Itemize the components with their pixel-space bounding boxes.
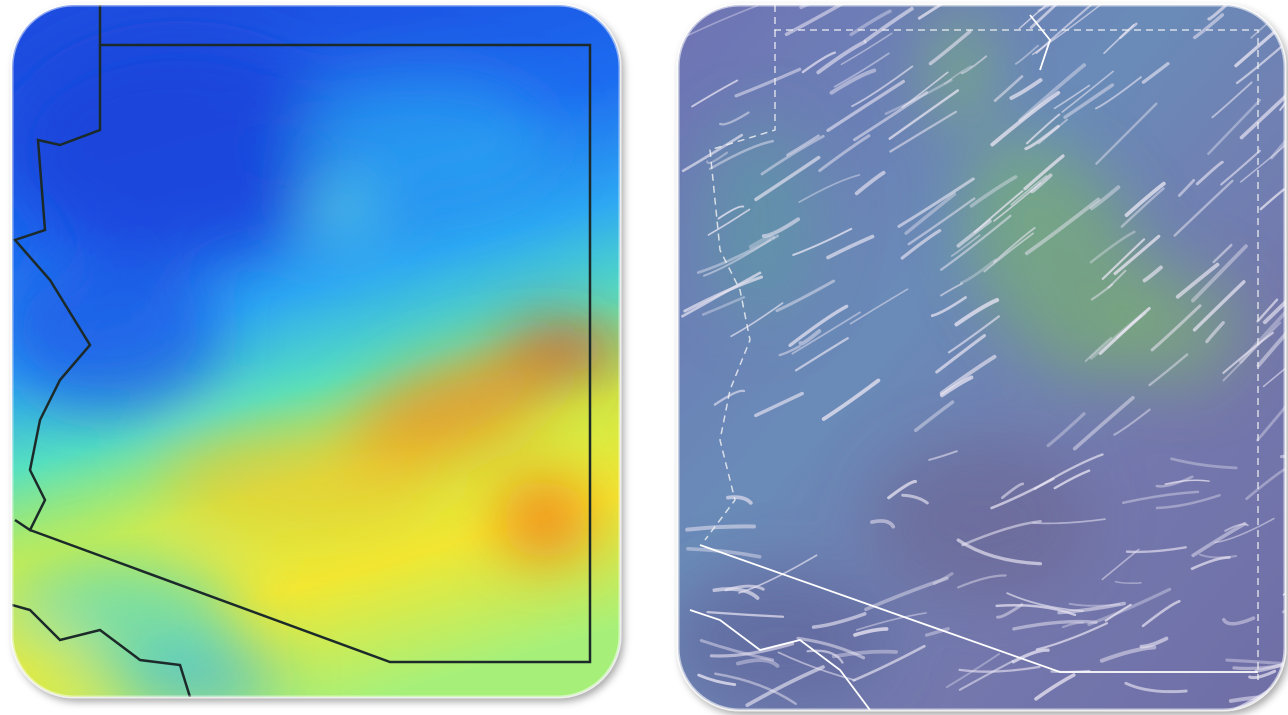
streamline [1261, 0, 1288, 7]
right-panel [670, 0, 1288, 710]
left-panel [0, 5, 620, 710]
page: {} [0, 0, 1288, 715]
map-panels [0, 0, 1288, 715]
